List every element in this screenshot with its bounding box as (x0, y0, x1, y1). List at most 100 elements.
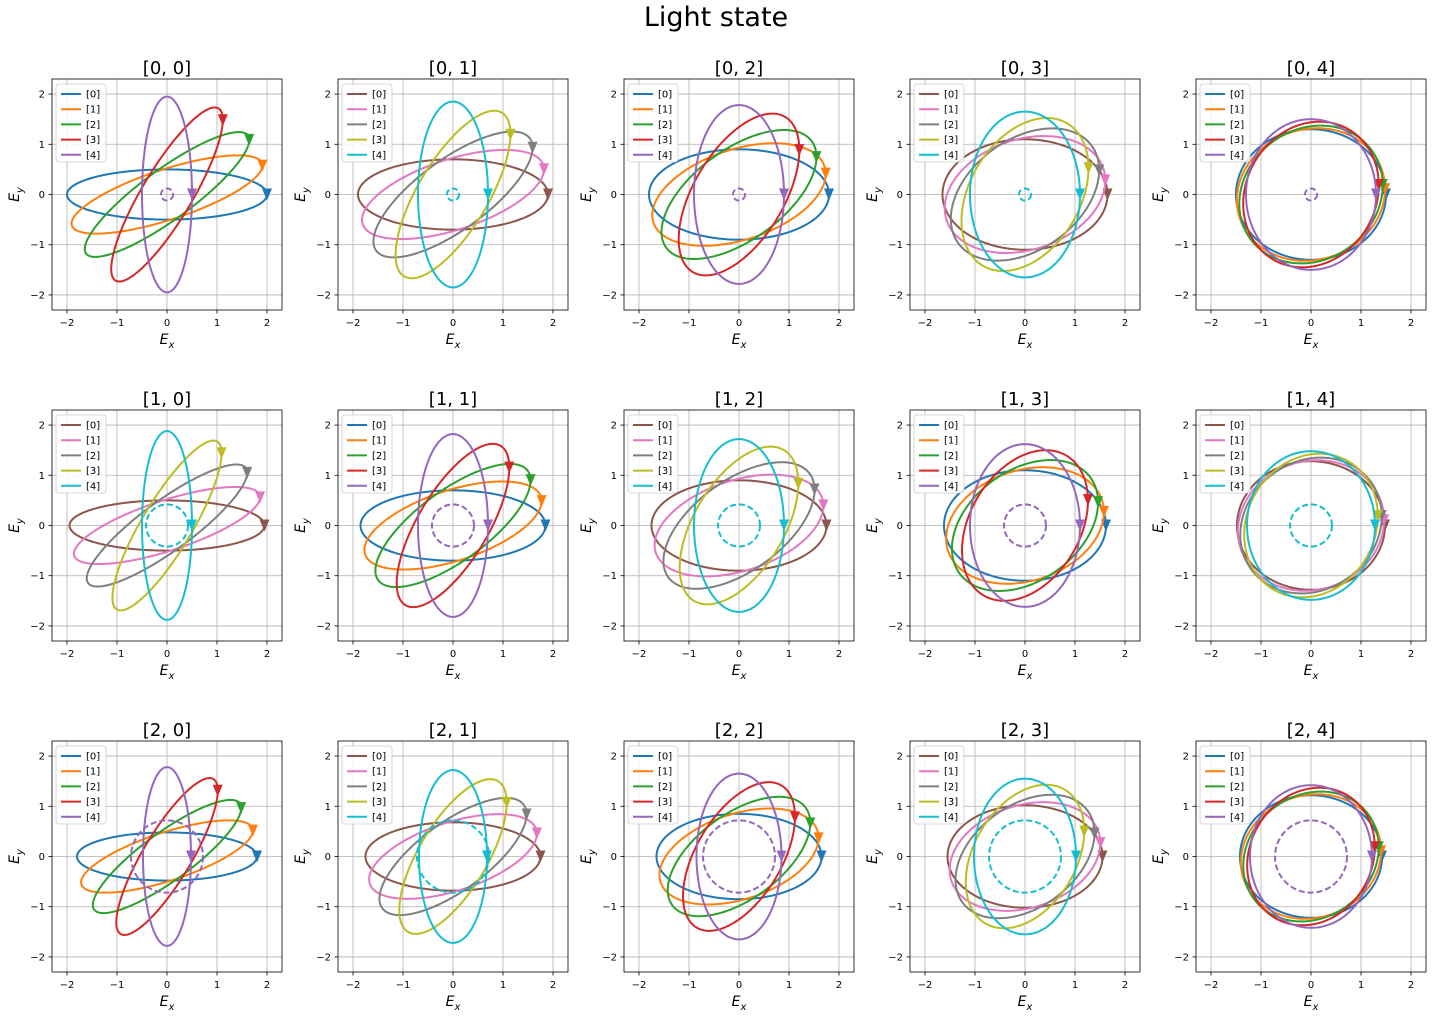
x-axis-label-sub: x (1311, 1002, 1318, 1013)
x-axis-label: Ex (446, 994, 461, 1013)
x-axis-label-sub: x (453, 1002, 460, 1013)
series-arrow (1083, 162, 1094, 175)
x-tick-label: −2 (346, 649, 361, 660)
y-tick-label: 0 (39, 521, 45, 532)
legend-label: [1] (944, 105, 958, 116)
series-curve (115, 777, 219, 936)
series-arrow (255, 491, 266, 504)
x-axis-label-sub: x (739, 1002, 746, 1013)
series-curve (70, 154, 264, 235)
y-tick-label: −1 (316, 240, 331, 251)
series-curve (692, 438, 786, 613)
y-tick-label: 2 (897, 752, 903, 763)
x-tick-label: −1 (396, 318, 411, 329)
y-tick-label: −2 (888, 621, 903, 632)
x-tick-label: 2 (1122, 318, 1128, 329)
subplot: −2 −1 0 1 2 −2 −1 0 1 2 [0] [1] [2] [3] [4] [1, 0] Ex Ey (7, 389, 283, 682)
series-curve (356, 158, 549, 231)
subplot-title: [2, 3] (1001, 720, 1049, 741)
x-tick-label: −2 (346, 318, 361, 329)
series-curve (83, 131, 251, 258)
x-tick-label: 1 (786, 649, 792, 660)
x-axis-label: Ex (160, 663, 175, 682)
x-tick-label: 0 (1308, 649, 1314, 660)
legend-label: [4] (86, 481, 100, 492)
y-axis-label-sub: y (1159, 848, 1170, 856)
subplot: −2 −1 0 1 2 −2 −1 0 1 2 [0] [1] [2] [3] [4] [0, 4] Ex Ey (1151, 58, 1427, 351)
series-arrow (1371, 188, 1381, 201)
legend-label: [0] (86, 752, 100, 763)
x-axis-label-sub: x (1311, 340, 1318, 351)
center-circle (1304, 187, 1318, 202)
x-tick-label: 0 (736, 318, 742, 329)
subplot-title: [1, 2] (715, 389, 763, 410)
x-tick-label: 0 (1022, 649, 1028, 660)
series-arrow (187, 519, 197, 532)
y-tick-label: 0 (1183, 852, 1189, 863)
legend-label: [3] (944, 466, 958, 477)
legend-box (1199, 83, 1251, 163)
y-axis-label-sub: y (1159, 186, 1170, 194)
series-curve (1234, 128, 1387, 261)
y-axis-label: Ey (293, 186, 312, 202)
series-arrow (482, 850, 492, 863)
series-group (359, 433, 551, 618)
y-tick-label: 1 (897, 140, 903, 151)
subplot: −2 −1 0 1 2 −2 −1 0 1 2 [0] [1] [2] [3] [4] [1, 2] Ex Ey (579, 389, 855, 682)
series-arrow (1079, 825, 1090, 838)
series-arrow (1093, 496, 1104, 509)
x-axis-label: Ex (1018, 332, 1033, 351)
series-arrow (1102, 188, 1113, 201)
series-arrow (1367, 850, 1377, 863)
x-axis-label: Ex (446, 332, 461, 351)
series-curve (695, 772, 783, 941)
legend-label: [0] (658, 90, 672, 101)
axes-frame (51, 409, 283, 642)
series-curve (75, 831, 258, 882)
x-tick-label: −1 (110, 980, 125, 991)
x-axis-label-sub: x (1025, 671, 1032, 682)
series-arrow (504, 461, 515, 474)
legend-label: [4] (372, 481, 386, 492)
legend-label: [3] (86, 797, 100, 808)
y-tick-label: −2 (30, 952, 45, 963)
series-arrow (816, 850, 827, 863)
series-curve (682, 781, 796, 932)
x-tick-label: 2 (550, 649, 556, 660)
legend-label: [4] (372, 812, 386, 823)
x-tick-label: 2 (550, 318, 556, 329)
axes-frame (51, 740, 283, 973)
legend-box (1199, 745, 1251, 825)
series-curve (948, 801, 1102, 912)
legend: [0] [1] [2] [3] [4] (1199, 745, 1251, 825)
legend-label: [1] (658, 105, 672, 116)
x-tick-label: 2 (1408, 980, 1414, 991)
series-curve (954, 793, 1096, 920)
y-tick-label: −1 (602, 902, 617, 913)
y-tick-label: 1 (611, 140, 617, 151)
legend-label: [4] (658, 812, 672, 823)
y-tick-label: 0 (1183, 190, 1189, 201)
series-curve (946, 804, 1104, 909)
y-tick-label: 1 (39, 802, 45, 813)
axes-frame (909, 409, 1141, 642)
series-curve (942, 469, 1107, 582)
y-tick-label: −1 (1174, 240, 1189, 251)
y-axis-label: Ey (865, 517, 884, 533)
subplot: −2 −1 0 1 2 −2 −1 0 1 2 [0] [1] [2] [3] [4] [2, 2] Ex Ey (579, 720, 855, 1013)
series-group (1235, 450, 1390, 601)
series-arrow (1071, 850, 1081, 863)
x-tick-label: −1 (968, 318, 983, 329)
legend-label: [2] (372, 782, 386, 793)
legend-label: [0] (86, 90, 100, 101)
y-tick-label: 1 (39, 140, 45, 151)
axes-frame (337, 409, 569, 642)
series-curve (395, 442, 511, 609)
y-tick-label: 1 (1183, 802, 1189, 813)
series-group (68, 430, 270, 621)
legend-box (1199, 414, 1251, 494)
x-tick-label: −1 (396, 980, 411, 991)
y-tick-label: 2 (39, 752, 45, 763)
legend-label: [3] (658, 135, 672, 146)
legend-label: [4] (944, 481, 958, 492)
